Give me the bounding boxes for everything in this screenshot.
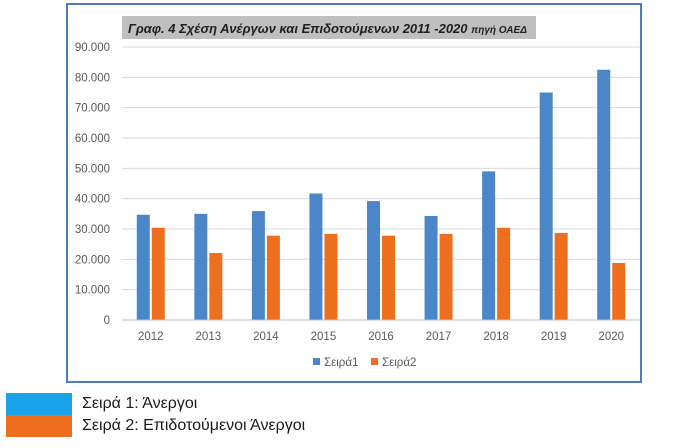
explanatory-legend-label: Σειρά 1: Άνεργοι xyxy=(82,395,198,412)
y-tick-label: 20.000 xyxy=(75,254,110,266)
legend-swatch-orange xyxy=(6,415,72,437)
explanatory-legend-label: Σειρά 2: Επιδοτούμενοι Άνεργοι xyxy=(82,417,306,434)
x-tick-label: 2013 xyxy=(196,331,222,343)
y-tick-label: 10.000 xyxy=(75,285,110,297)
bar-series2 xyxy=(382,235,395,320)
bar-series1 xyxy=(309,193,323,320)
bar-series2 xyxy=(554,232,568,320)
y-tick-label: 0 xyxy=(104,315,110,327)
bar-series2 xyxy=(209,252,223,320)
bar-series1 xyxy=(367,201,380,320)
bar-series1 xyxy=(597,69,611,320)
bar-series2 xyxy=(612,262,626,320)
bar-series1 xyxy=(136,214,150,320)
bar-series1 xyxy=(194,213,208,320)
y-tick-label: 50.000 xyxy=(75,163,110,175)
legend-label: Σειρά2 xyxy=(382,357,416,369)
y-tick-label: 30.000 xyxy=(75,224,110,236)
bar-series1 xyxy=(539,92,553,320)
bar-series2 xyxy=(324,233,338,320)
x-tick-label: 2020 xyxy=(598,331,624,343)
chart-title: Γραφ. 4 Σχέση Ανέργων και Επιδοτούμενων … xyxy=(128,21,527,36)
y-tick-label: 90.000 xyxy=(75,42,110,54)
x-tick-label: 2012 xyxy=(138,331,164,343)
bar-series2 xyxy=(266,235,280,320)
bar-series2 xyxy=(439,233,453,320)
y-tick-label: 70.000 xyxy=(75,103,110,115)
y-tick-label: 40.000 xyxy=(75,194,110,206)
bar-series2 xyxy=(151,227,165,320)
y-tick-label: 80.000 xyxy=(75,72,110,84)
bar-series1 xyxy=(251,211,265,320)
legend-swatch-blue xyxy=(6,393,72,415)
x-tick-label: 2014 xyxy=(253,331,279,343)
x-tick-label: 2017 xyxy=(426,331,452,343)
x-tick-label: 2018 xyxy=(483,331,509,343)
y-tick-label: 60.000 xyxy=(75,133,110,145)
legend-label: Σειρά1 xyxy=(324,357,358,369)
bar-series1 xyxy=(424,215,438,320)
chart-title-box xyxy=(122,16,536,39)
x-tick-label: 2019 xyxy=(541,331,567,343)
bar-series2 xyxy=(497,227,511,320)
legend-swatch xyxy=(313,358,320,365)
x-tick-label: 2015 xyxy=(311,331,337,343)
bar-series1 xyxy=(482,171,496,320)
x-tick-label: 2016 xyxy=(368,331,394,343)
legend-swatch xyxy=(371,358,378,365)
